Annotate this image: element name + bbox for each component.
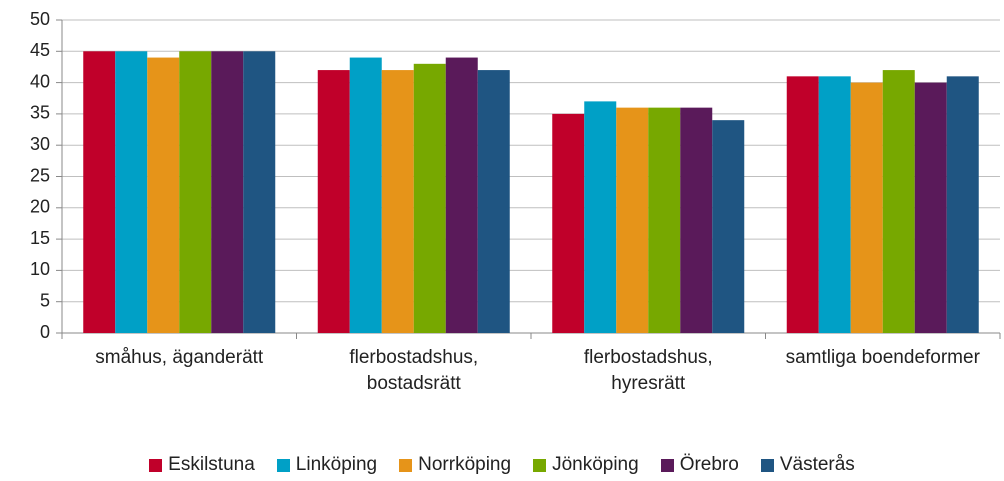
legend-item: Norrköping: [399, 454, 511, 476]
bar: [818, 76, 851, 333]
legend-swatch: [149, 458, 163, 472]
y-tick-label: 20: [30, 197, 50, 217]
legend-item: Jönköping: [533, 454, 639, 476]
y-tick-label: 40: [30, 71, 50, 91]
bar: [850, 82, 883, 333]
bar: [381, 70, 414, 333]
y-tick-label: 15: [30, 228, 50, 248]
bar: [349, 57, 382, 334]
y-tick-label: 25: [30, 165, 50, 185]
bar: [211, 51, 244, 334]
bar: [712, 120, 745, 333]
y-tick-label: 45: [30, 40, 50, 60]
legend-item: Örebro: [660, 454, 739, 476]
legend: Eskilstuna Linköping Norrköping Jönköping Ör…: [0, 454, 1004, 476]
legend-label: Västerås: [779, 454, 855, 475]
bar: [616, 107, 649, 333]
bar: [317, 70, 350, 333]
bar: [680, 107, 713, 333]
bar: [179, 51, 212, 334]
legend-label: Linköping: [295, 454, 378, 475]
x-tick-label: samtliga boendeformer: [785, 347, 980, 368]
bar: [648, 107, 681, 333]
y-tick-label: 0: [40, 322, 50, 342]
y-tick-label: 5: [40, 290, 50, 310]
bar: [445, 57, 478, 334]
x-tick-label: flerbostadshus, bostadsrätt: [349, 347, 479, 394]
legend-swatch: [660, 458, 674, 472]
bar: [914, 82, 947, 333]
legend-swatch: [760, 458, 774, 472]
legend-label: Norrköping: [418, 454, 512, 475]
legend-item: Eskilstuna: [149, 454, 255, 476]
bar: [477, 70, 510, 333]
legend-item: Västerås: [760, 454, 855, 476]
legend-swatch: [399, 458, 413, 472]
bar: [946, 76, 979, 333]
bar: [147, 57, 180, 334]
y-tick-label: 30: [30, 134, 50, 154]
legend-label: Örebro: [679, 454, 739, 475]
legend-swatch: [533, 458, 547, 472]
x-tick-label: småhus, äganderätt: [95, 347, 264, 368]
bar: [83, 51, 116, 334]
y-tick-label: 35: [30, 103, 50, 123]
legend-label: Jönköping: [552, 454, 639, 475]
y-tick-label: 50: [30, 9, 50, 29]
legend-item: Linköping: [276, 454, 378, 476]
bar: [115, 51, 148, 334]
bar: [882, 70, 915, 333]
bar: [786, 76, 819, 333]
bar: [413, 63, 446, 333]
bar: [243, 51, 276, 334]
legend-label: Eskilstuna: [168, 454, 255, 475]
bar: [584, 101, 617, 333]
legend-swatch: [276, 458, 290, 472]
bar: [552, 113, 585, 334]
y-tick-label: 10: [30, 259, 50, 279]
x-tick-label: flerbostadshus, hyresrätt: [583, 347, 713, 394]
